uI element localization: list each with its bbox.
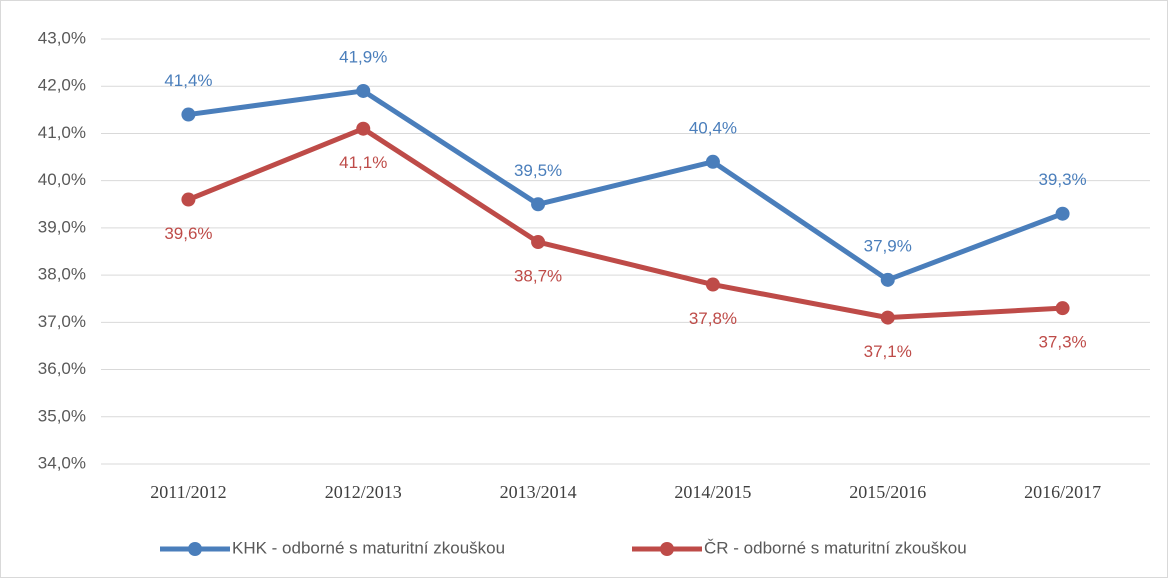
- point: [880, 310, 895, 325]
- legend-marker: [188, 542, 202, 556]
- y-tick-label: 40,0%: [38, 170, 86, 189]
- x-tick-label: 2011/2012: [150, 482, 226, 502]
- data-label: 37,1%: [864, 342, 912, 361]
- x-tick-label: 2014/2015: [674, 482, 751, 502]
- legend-marker: [660, 542, 674, 556]
- point: [531, 197, 546, 212]
- y-tick-label: 39,0%: [38, 217, 86, 236]
- legend-label: ČR - odborné s maturitní zkouškou: [704, 538, 967, 557]
- point: [531, 235, 546, 250]
- point: [705, 277, 720, 292]
- data-label: 38,7%: [514, 267, 562, 286]
- series-line: [187, 126, 1063, 321]
- data-label: 41,4%: [164, 71, 212, 90]
- y-tick-label: 37,0%: [38, 312, 86, 331]
- y-tick-label: 35,0%: [38, 406, 86, 425]
- point: [356, 83, 371, 98]
- legend-label: KHK - odborné s maturitní zkouškou: [232, 538, 505, 557]
- data-label: 37,9%: [864, 236, 912, 255]
- point: [181, 192, 196, 207]
- point: [181, 107, 196, 122]
- point: [1055, 301, 1070, 316]
- data-label: 41,9%: [339, 47, 387, 66]
- point: [1055, 206, 1070, 221]
- data-label: 37,3%: [1038, 333, 1086, 352]
- y-tick-label: 36,0%: [38, 359, 86, 378]
- x-tick-label: 2013/2014: [500, 482, 577, 502]
- x-tick-label: 2012/2013: [325, 482, 402, 502]
- data-label: 40,4%: [689, 118, 737, 137]
- data-label: 39,6%: [164, 224, 212, 243]
- point: [356, 121, 371, 136]
- data-label: 39,3%: [1038, 170, 1086, 189]
- data-label: 41,1%: [339, 153, 387, 172]
- data-label: 39,5%: [514, 161, 562, 180]
- x-tick-label: 2016/2017: [1024, 482, 1101, 502]
- x-tick-label: 2015/2016: [849, 482, 926, 502]
- series-line: [188, 88, 1064, 283]
- y-tick-label: 41,0%: [38, 123, 86, 142]
- data-label: 37,8%: [689, 309, 737, 328]
- y-tick-label: 34,0%: [38, 453, 86, 472]
- y-tick-label: 42,0%: [38, 76, 86, 95]
- point: [880, 272, 895, 287]
- y-tick-label: 38,0%: [38, 265, 86, 284]
- point: [705, 154, 720, 169]
- y-tick-label: 43,0%: [38, 28, 86, 47]
